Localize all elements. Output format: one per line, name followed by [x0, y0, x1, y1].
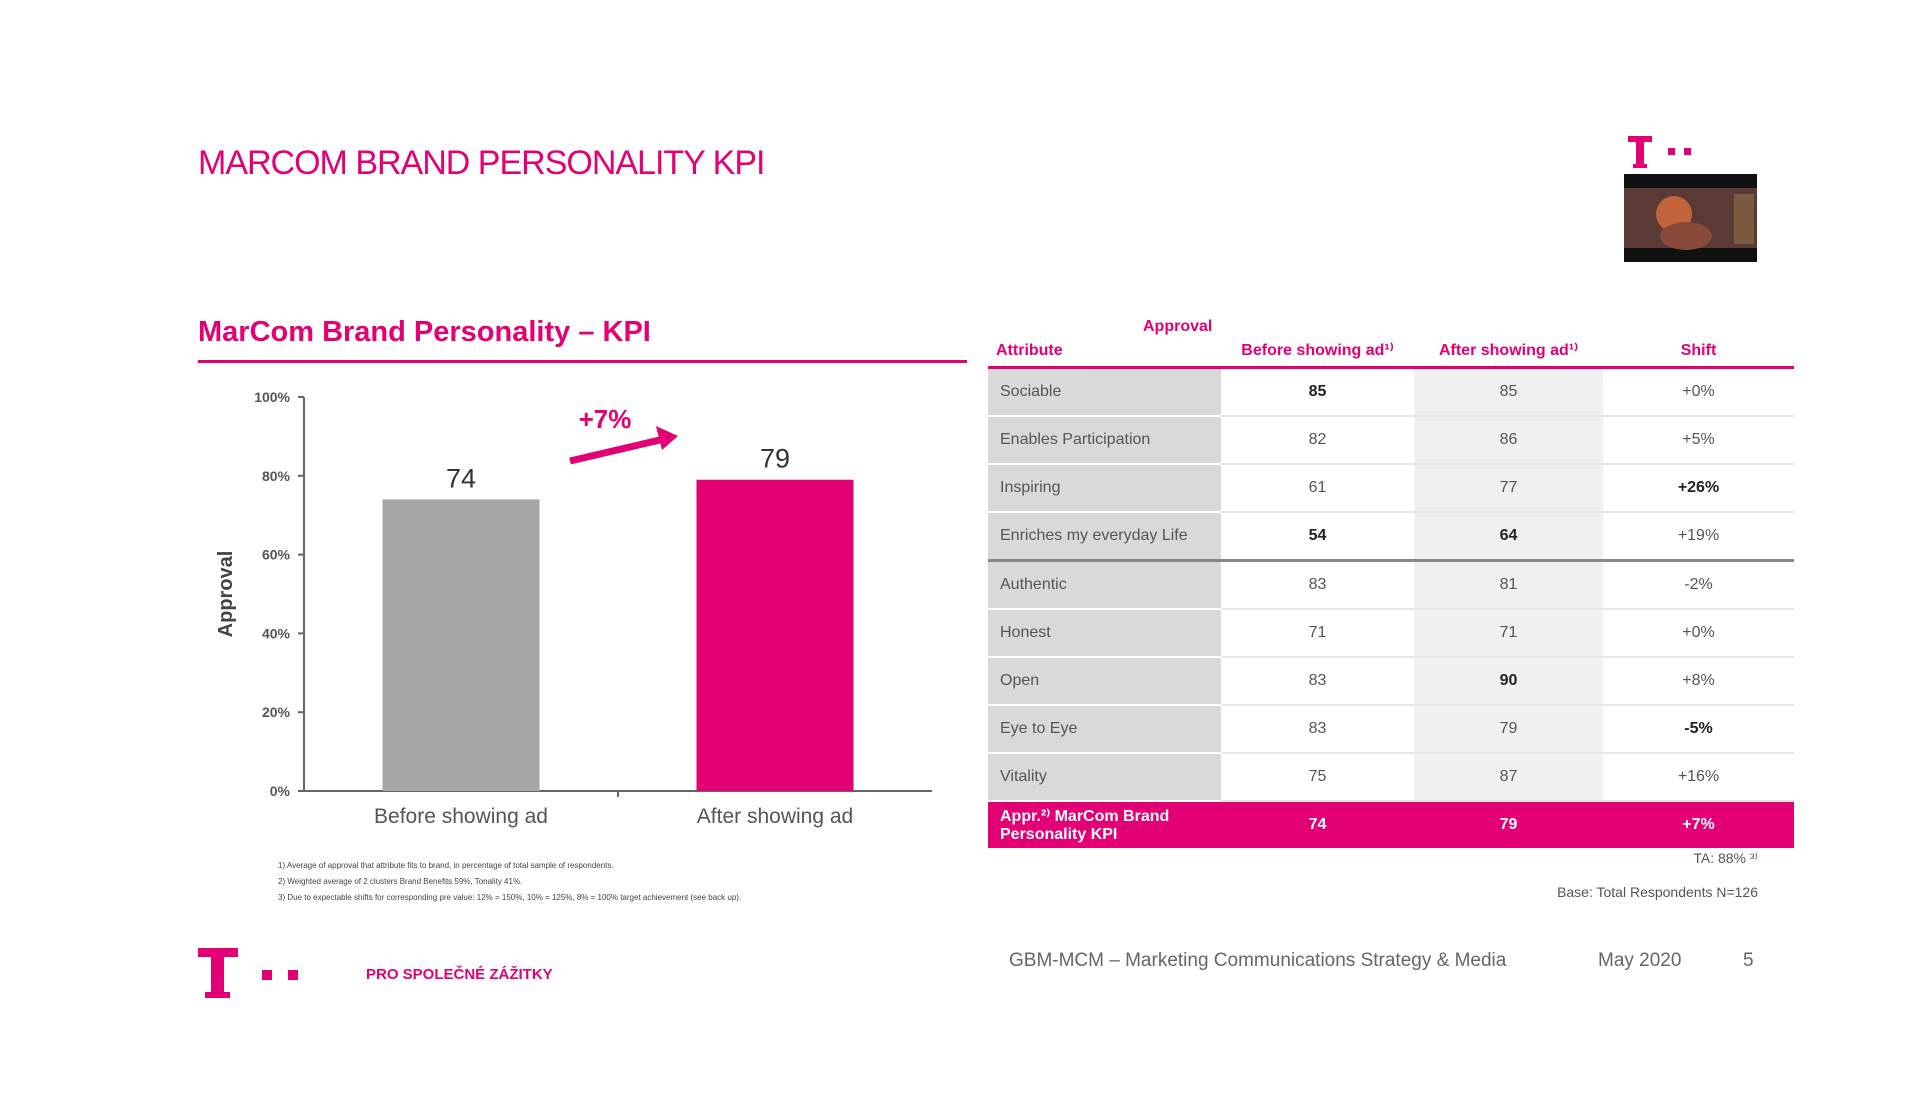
x-tick-label: Before showing ad: [374, 805, 548, 828]
table-note: TA: 88% ³⁾: [1693, 850, 1758, 866]
table-note: Base: Total Respondents N=126: [1557, 884, 1758, 900]
value-cell: 87: [1414, 753, 1603, 802]
y-tick-label: 20%: [262, 704, 291, 720]
table-row: Vitality 75 87 +16%: [988, 753, 1794, 802]
video-thumbnail: [1624, 174, 1757, 262]
column-header: Attribute: [988, 310, 1221, 369]
attribute-cell: Sociable: [988, 367, 1221, 417]
value-cell: +16%: [1603, 753, 1794, 802]
attribute-cell: Open: [988, 657, 1221, 706]
value-cell: 64: [1414, 512, 1603, 562]
date: May 2020: [1598, 950, 1682, 971]
value-cell: 86: [1414, 416, 1603, 465]
value-label: 74: [446, 463, 476, 493]
column-header: Approval Before showing ad¹⁾: [1143, 310, 1414, 369]
annotation: +7%: [579, 404, 632, 434]
attribute-cell: Enriches my everyday Life: [988, 512, 1221, 562]
table: Attribute Approval Before showing ad¹⁾ Afte…: [988, 310, 1794, 848]
table-row: Eye to Eye 83 79 -5%: [988, 705, 1794, 754]
footnote: 3) Due to expectable shifts for correspo…: [278, 893, 742, 902]
value-cell: +26%: [1603, 464, 1794, 513]
slide-title: MARCOM BRAND PERSONALITY KPI: [198, 144, 765, 182]
value-cell: +7%: [1603, 801, 1794, 848]
total-row: Appr.²⁾ MarCom Brand Personality KPI 74 79…: [988, 801, 1794, 848]
table-row: Honest 71 71 +0%: [988, 609, 1794, 658]
value-cell: 81: [1414, 560, 1603, 610]
department: GBM-MCM – Marketing Communications Strat…: [1009, 950, 1507, 971]
y-tick-label: 40%: [262, 625, 291, 641]
table-row: Open 83 90 +8%: [988, 657, 1794, 706]
value-cell: +0%: [1603, 367, 1794, 417]
table-row: Inspiring 61 77 +26%: [988, 464, 1794, 513]
value-cell: 85: [1221, 367, 1414, 417]
kpi-table: Attribute Approval Before showing ad¹⁾ Afte…: [988, 310, 1794, 848]
footer-logo: [198, 948, 298, 998]
group-header: Approval: [1143, 318, 1213, 335]
column-header: After showing ad¹⁾: [1414, 310, 1603, 369]
value-cell: 83: [1221, 560, 1414, 610]
logo: [1628, 136, 1691, 168]
value-cell: -2%: [1603, 560, 1794, 610]
attribute-cell: Honest: [988, 609, 1221, 658]
table-row: Enriches my everyday Life 54 64 +19%: [988, 512, 1794, 562]
value-label: 79: [760, 444, 790, 474]
column-header: Shift: [1603, 310, 1794, 369]
tagline: PRO SPOLEČNÉ ZÁŽITKY: [366, 966, 553, 983]
attribute-cell: Authentic: [988, 560, 1221, 610]
y-axis-label: Approval: [215, 551, 237, 638]
value-cell: 83: [1221, 657, 1414, 706]
attribute-cell: Enables Participation: [988, 416, 1221, 465]
footnote: 1) Average of approval that attribute fi…: [278, 861, 614, 870]
value-cell: 85: [1414, 367, 1603, 417]
page-number: 5: [1743, 950, 1754, 971]
value-cell: -5%: [1603, 705, 1794, 754]
value-cell: 61: [1221, 464, 1414, 513]
title-rule: [198, 360, 967, 363]
value-cell: 74: [1221, 801, 1414, 848]
value-cell: 79: [1414, 801, 1603, 848]
value-cell: 71: [1414, 609, 1603, 658]
value-cell: 75: [1221, 753, 1414, 802]
x-tick-label: After showing ad: [697, 805, 853, 828]
table-row: Authentic 83 81 -2%: [988, 560, 1794, 610]
value-cell: 71: [1221, 609, 1414, 658]
column-header-text: Shift: [1680, 342, 1717, 359]
y-tick-label: 100%: [254, 389, 290, 405]
attribute-cell: Appr.²⁾ MarCom Brand Personality KPI: [988, 801, 1221, 848]
attribute-cell: Inspiring: [988, 464, 1221, 513]
chart: Approval +7% 0% 20% 40% 60% 80% 100% Before sh…: [215, 389, 932, 828]
attribute-cell: Vitality: [988, 753, 1221, 802]
value-cell: 83: [1221, 705, 1414, 754]
value-cell: 82: [1221, 416, 1414, 465]
arrow-head: [656, 426, 678, 450]
value-cell: +5%: [1603, 416, 1794, 465]
footnote: 2) Weighted average of 2 clusters Brand …: [278, 877, 523, 886]
bar: [382, 499, 540, 791]
table-row: Sociable 85 85 +0%: [988, 367, 1794, 417]
footnotes: 1) Average of approval that attribute fi…: [278, 858, 741, 906]
y-tick-label: 60%: [262, 547, 291, 563]
value-cell: +8%: [1603, 657, 1794, 706]
column-header-text: After showing ad¹⁾: [1438, 342, 1579, 359]
value-cell: 77: [1414, 464, 1603, 513]
y-tick-label: 80%: [262, 468, 291, 484]
value-cell: 79: [1414, 705, 1603, 754]
value-cell: 54: [1221, 512, 1414, 562]
column-header-text: Before showing ad¹⁾: [1241, 342, 1394, 359]
group-header-row: Attribute Approval Before showing ad¹⁾ Afte…: [988, 310, 1794, 369]
bar: [696, 479, 854, 791]
attribute-cell: Eye to Eye: [988, 705, 1221, 754]
table-row: Enables Participation 82 86 +5%: [988, 416, 1794, 465]
value-cell: +0%: [1603, 609, 1794, 658]
annotation-arrow: [569, 435, 665, 465]
value-cell: +19%: [1603, 512, 1794, 562]
y-tick-label: 0%: [270, 783, 291, 799]
value-cell: 90: [1414, 657, 1603, 706]
chart-title: MarCom Brand Personality – KPI: [198, 316, 651, 348]
